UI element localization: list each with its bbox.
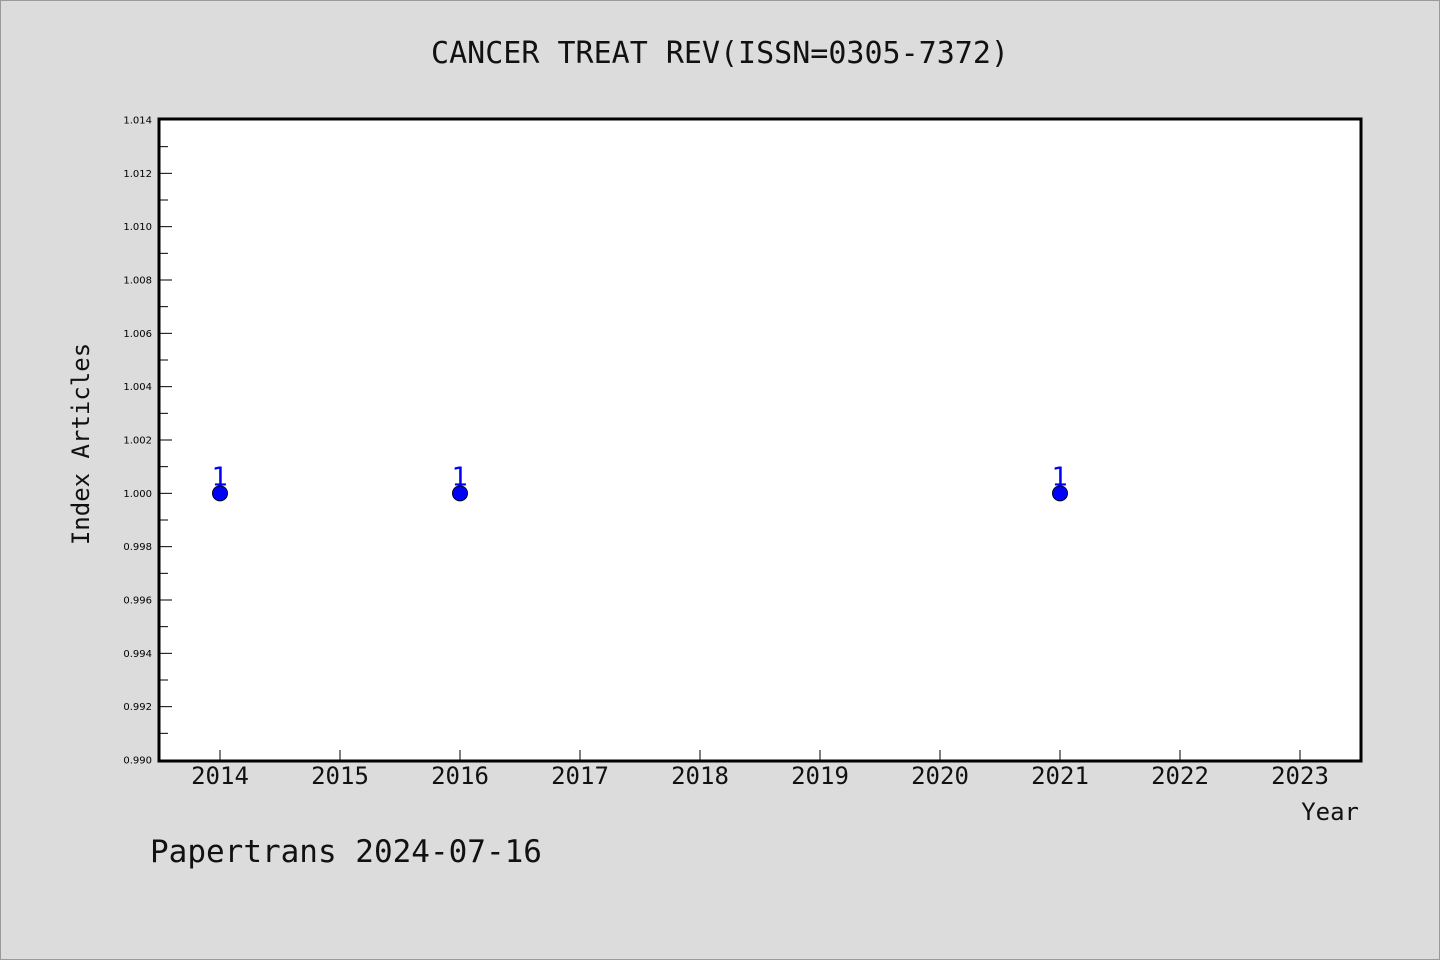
y-tick-label: 1.002 [123,436,152,447]
y-tick-label: 0.996 [123,596,152,607]
y-tick-label: 1.014 [123,116,152,127]
y-tick-label: 0.994 [123,649,152,660]
x-tick-label: 2016 [431,762,489,790]
chart-title: CANCER TREAT REV(ISSN=0305-7372) [431,36,1009,71]
data-label: 1 [452,462,469,492]
data-point [452,485,468,502]
x-axis-label: Year [1301,798,1359,826]
plot-area [157,117,1363,763]
x-axis-ticks: 2014 2015 2016 2017 2018 2019 2020 2021 2022 2023 [191,750,1329,790]
y-tick-label: 1.008 [123,276,152,287]
y-tick-label: 0.992 [123,702,152,713]
x-tick-label: 2023 [1271,762,1329,790]
y-tick-label: 0.998 [123,542,152,553]
x-tick-label: 2020 [911,762,969,790]
x-tick-label: 2019 [791,762,849,790]
y-tick-label: 1.000 [123,489,152,500]
y-tick-label: 1.012 [123,169,152,180]
x-tick-label: 2022 [1151,762,1209,790]
data-label: 1 [1052,462,1069,492]
y-axis-label: Index Articles [67,343,95,545]
x-tick-label: 2017 [551,762,609,790]
x-tick-label: 2014 [191,762,249,790]
footer-note: Papertrans 2024-07-16 [150,834,542,870]
y-tick-label: 1.010 [123,222,152,233]
y-tick-label: 1.006 [123,329,152,340]
y-tick-label: 1.004 [123,382,152,393]
x-tick-label: 2015 [311,762,369,790]
data-points: 1 1 1 [212,462,1069,502]
y-tick-label: 0.990 [123,756,152,767]
x-tick-label: 2021 [1031,762,1089,790]
x-tick-label: 2018 [671,762,729,790]
y-axis-ticks: 0.990 0.992 0.994 0.996 0.998 1.000 1.002 1.004… [123,116,172,767]
data-label: 1 [212,462,229,492]
data-point [212,485,228,502]
data-point [1052,485,1068,502]
